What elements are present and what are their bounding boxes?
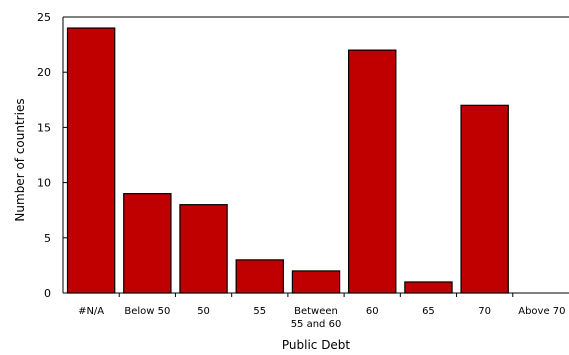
x-axis-title: Public Debt (282, 338, 351, 352)
y-axis-ticks: 0 5 10 15 20 25 (37, 11, 68, 300)
x-tick-label: Between 55 and 60 (291, 306, 342, 330)
bar (66, 27, 116, 294)
y-tick-label: 15 (37, 121, 51, 134)
plot-area: 0 5 10 15 20 25 #N/A Below 50 50 55 Between 55 and… (37, 11, 569, 330)
bar (404, 281, 453, 294)
y-tick-label: 20 (37, 66, 51, 79)
bar (179, 204, 228, 294)
x-tick-label: #N/A (78, 306, 104, 317)
bar (235, 259, 284, 294)
y-tick-label: 25 (37, 11, 51, 24)
bar (348, 49, 397, 294)
bars (66, 27, 509, 294)
x-tick-label: Above 70 (518, 306, 565, 317)
bar (123, 193, 172, 294)
x-axis-category-labels: #N/A Below 50 50 55 Between 55 and 60 60 65 70 Ab… (78, 306, 565, 330)
x-tick-label: Below 50 (124, 306, 170, 317)
x-tick-label: 50 (197, 306, 210, 317)
x-tick-label: 55 (253, 306, 266, 317)
y-tick-label: 10 (37, 177, 51, 190)
y-axis-title: Number of countries (13, 98, 27, 221)
x-tick-label: 70 (478, 306, 491, 317)
bar (460, 104, 509, 294)
y-tick-label: 0 (44, 287, 51, 300)
x-axis-ticks (118, 293, 514, 297)
x-tick-label: 60 (366, 306, 379, 317)
x-tick-label: 65 (422, 306, 435, 317)
bar (291, 270, 341, 294)
y-tick-label: 5 (44, 232, 51, 245)
